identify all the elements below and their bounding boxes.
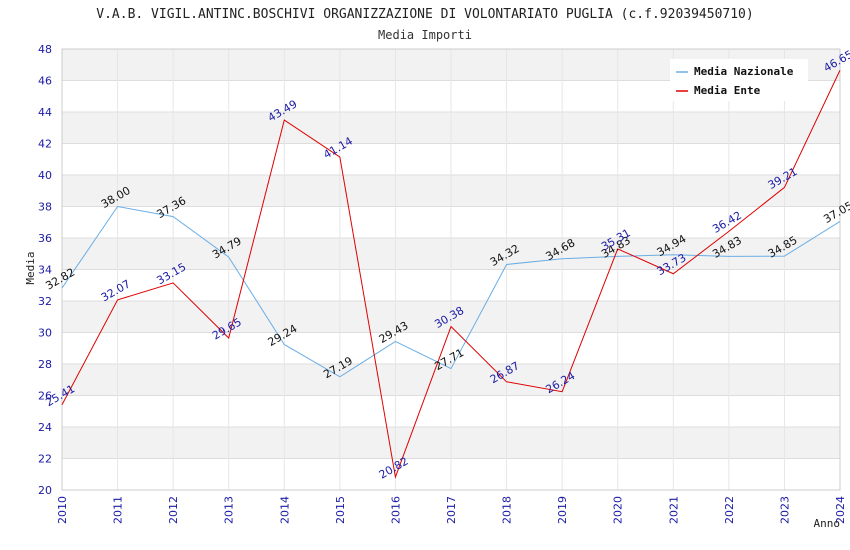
x-tick-label: 2024 <box>834 496 847 524</box>
data-label-media-ente: 36.42 <box>710 209 744 236</box>
series-line-media-ente <box>61 70 841 480</box>
x-tick-label: 2019 <box>556 496 569 524</box>
y-tick-label: 24 <box>38 421 52 434</box>
y-tick-label: 34 <box>38 264 52 277</box>
x-tick-label: 2013 <box>223 496 236 524</box>
legend-label-media-nazionale: Media Nazionale <box>694 65 794 78</box>
y-tick-label: 38 <box>38 201 52 214</box>
y-tick-label: 36 <box>38 232 52 245</box>
y-tick-label: 28 <box>38 358 52 371</box>
x-tick-label: 2010 <box>56 496 69 524</box>
legend: Media Nazionale Media Ente <box>670 59 808 101</box>
x-tick-label: 2018 <box>501 496 514 524</box>
data-label-media-ente: 32.07 <box>99 277 133 304</box>
x-tick-label: 2020 <box>612 496 625 524</box>
legend-box <box>670 59 808 101</box>
legend-label-media-ente: Media Ente <box>694 84 761 97</box>
x-tick-label: 2012 <box>167 496 180 524</box>
y-tick-label: 48 <box>38 43 52 56</box>
x-tick-label: 2014 <box>278 496 291 524</box>
x-tick-label: 2016 <box>389 496 402 524</box>
x-tick-label: 2017 <box>445 496 458 524</box>
y-axis-label: Media <box>24 251 37 284</box>
y-tick-label: 42 <box>38 138 52 151</box>
y-tick-label: 46 <box>38 75 52 88</box>
y-tick-label: 32 <box>38 295 52 308</box>
x-tick-label: 2015 <box>334 496 347 524</box>
y-tick-label: 22 <box>38 453 52 466</box>
chart-title: V.A.B. VIGIL.ANTINC.BOSCHIVI ORGANIZZAZI… <box>96 7 753 22</box>
y-tick-label: 44 <box>38 106 52 119</box>
x-tick-label: 2021 <box>667 496 680 524</box>
series-lines <box>61 70 841 480</box>
y-tick-label: 26 <box>38 390 52 403</box>
y-tick-label: 40 <box>38 169 52 182</box>
x-tick-label: 2022 <box>723 496 736 524</box>
x-axis-label: Anno <box>814 517 841 530</box>
series-line-media-nazionale <box>61 205 841 378</box>
chart-subtitle: Media Importi <box>378 28 472 42</box>
x-tick-label: 2023 <box>778 496 791 524</box>
y-tick-label: 20 <box>38 484 52 497</box>
x-axis-ticks: 2010 2011 2012 2013 2014 2015 2016 2017 2018 2019… <box>56 496 847 524</box>
x-tick-label: 2011 <box>112 496 125 524</box>
y-tick-label: 30 <box>38 327 52 340</box>
plot-area <box>61 48 841 491</box>
y-axis-ticks: 20 22 24 26 28 30 32 34 36 38 40 42 44 46 48 <box>38 43 52 497</box>
